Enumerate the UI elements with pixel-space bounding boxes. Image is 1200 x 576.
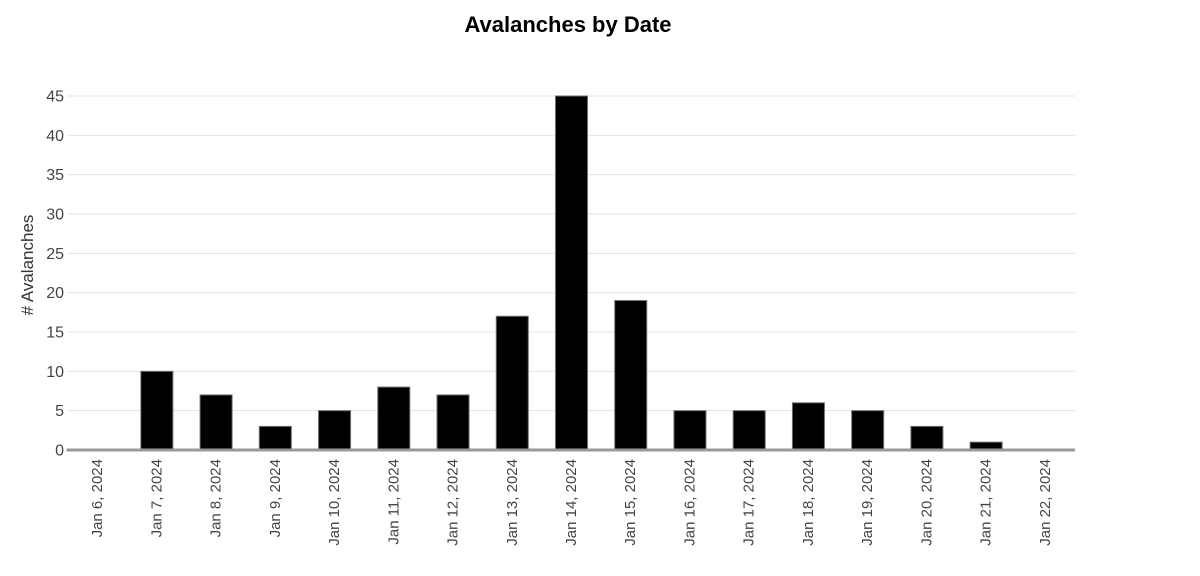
bar [377, 386, 411, 451]
y-tick-label: 40 [46, 128, 64, 145]
bar [555, 95, 588, 451]
bar [258, 425, 292, 451]
x-tick-label: Jan 20, 2024 [918, 459, 935, 546]
bar [910, 425, 944, 451]
x-tick-label: Jan 10, 2024 [326, 459, 343, 546]
x-tick-label: Jan 8, 2024 [208, 459, 225, 537]
x-tick-label: Jan 15, 2024 [622, 459, 639, 546]
x-tick-label: Jan 13, 2024 [504, 459, 521, 546]
x-tick-label: Jan 12, 2024 [445, 459, 462, 546]
x-tick-label: Jan 9, 2024 [267, 459, 284, 537]
y-tick-label: 15 [46, 325, 64, 342]
bar [495, 315, 529, 451]
x-tick-label: Jan 19, 2024 [859, 459, 876, 546]
x-tick-label: Jan 11, 2024 [385, 459, 402, 545]
x-tick-label: Jan 18, 2024 [800, 459, 817, 546]
y-tick-label: 30 [46, 207, 64, 224]
x-tick-label: Jan 21, 2024 [978, 459, 995, 546]
bar [436, 394, 470, 451]
bar [732, 410, 766, 451]
y-tick-label: 5 [55, 403, 64, 420]
x-tick-label: Jan 14, 2024 [563, 459, 580, 546]
x-tick-label: Jan 16, 2024 [681, 459, 698, 546]
bar [673, 410, 707, 451]
bar [199, 394, 233, 451]
bar [851, 410, 885, 451]
x-tick-label: Jan 17, 2024 [741, 459, 758, 546]
y-tick-label: 10 [46, 364, 64, 381]
y-tick-label: 45 [46, 89, 64, 106]
y-tick-label: 35 [46, 167, 64, 184]
chart-title: Avalanches by Date [464, 12, 672, 37]
y-tick-label: 20 [46, 285, 64, 302]
bar [140, 370, 174, 451]
x-tick-label: Jan 22, 2024 [1037, 459, 1054, 546]
bar [791, 402, 825, 451]
x-tick-label: Jan 7, 2024 [148, 459, 165, 537]
bar [614, 300, 648, 451]
y-tick-label: 0 [55, 443, 64, 460]
bar [318, 410, 352, 451]
x-tick-label: Jan 6, 2024 [89, 459, 106, 537]
y-tick-label: 25 [46, 246, 64, 263]
